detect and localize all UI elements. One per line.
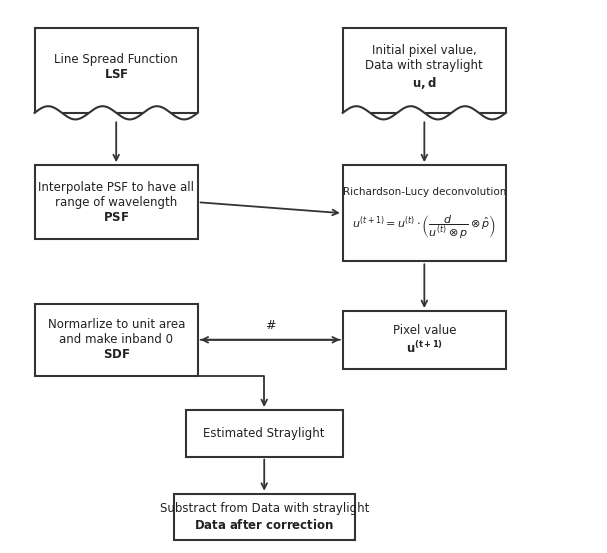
FancyBboxPatch shape xyxy=(343,165,506,262)
FancyBboxPatch shape xyxy=(35,165,198,239)
Text: Line Spread Function
$\mathbf{LSF}$: Line Spread Function $\mathbf{LSF}$ xyxy=(54,54,178,81)
Text: Pixel value
$\mathbf{u^{(t+1)}}$: Pixel value $\mathbf{u^{(t+1)}}$ xyxy=(393,324,456,356)
Text: Richardson-Lucy deconvolution: Richardson-Lucy deconvolution xyxy=(343,187,506,197)
FancyBboxPatch shape xyxy=(343,28,506,113)
Text: Substract from Data with straylight
$\mathbf{Data\ after\ correction}$: Substract from Data with straylight $\ma… xyxy=(160,502,369,531)
Text: #: # xyxy=(265,319,276,331)
FancyBboxPatch shape xyxy=(174,494,355,540)
FancyBboxPatch shape xyxy=(35,304,198,375)
Text: Interpolate PSF to have all
range of wavelength
$\mathbf{PSF}$: Interpolate PSF to have all range of wav… xyxy=(38,181,194,224)
Text: Estimated Straylight: Estimated Straylight xyxy=(203,427,325,440)
Text: $u^{(t+1)}=u^{(t)}\cdot\left(\dfrac{d}{u^{(t)}\otimes p}\otimes\hat{p}\right)$: $u^{(t+1)}=u^{(t)}\cdot\left(\dfrac{d}{u… xyxy=(352,213,497,241)
FancyBboxPatch shape xyxy=(343,311,506,369)
Text: Initial pixel value,
Data with straylight
$\mathbf{u, d}$: Initial pixel value, Data with strayligh… xyxy=(365,44,483,91)
FancyBboxPatch shape xyxy=(186,410,343,457)
Text: Normarlize to unit area
and make inband 0
$\mathbf{SDF}$: Normarlize to unit area and make inband … xyxy=(47,319,185,361)
FancyBboxPatch shape xyxy=(35,28,198,113)
